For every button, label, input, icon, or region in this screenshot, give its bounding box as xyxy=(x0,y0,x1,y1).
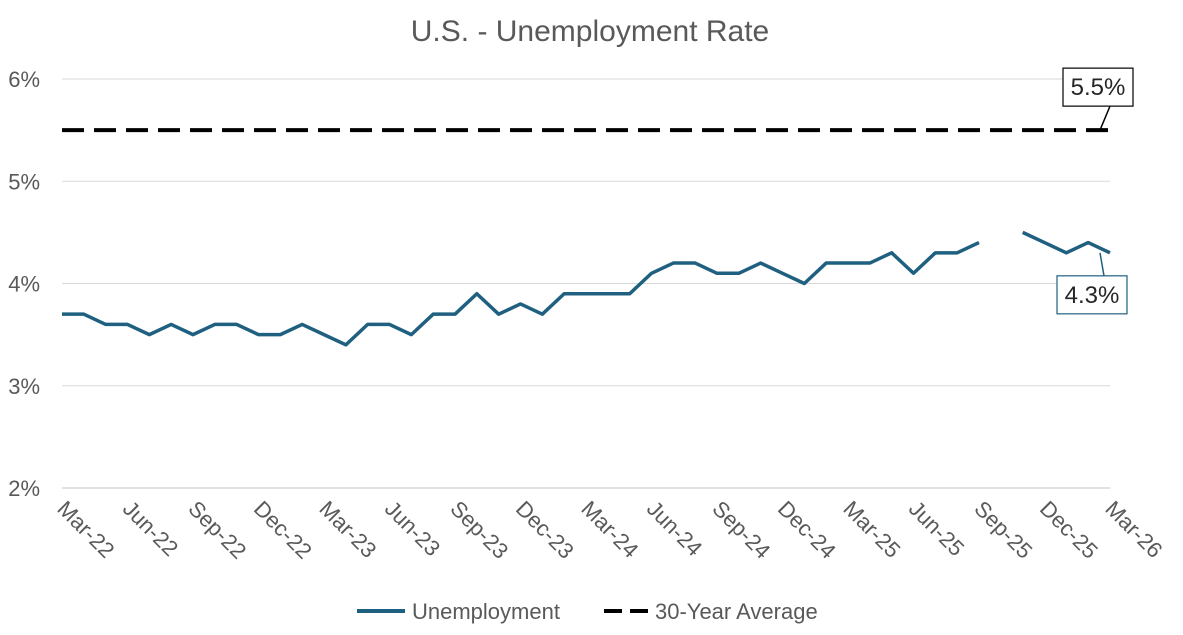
y-tick-label: 3% xyxy=(8,374,40,399)
series-lines xyxy=(62,128,1111,347)
x-tick-label: Dec-22 xyxy=(249,496,317,564)
series-line-unemployment xyxy=(62,230,1111,347)
x-tick-label: Dec-23 xyxy=(511,496,579,564)
data-callouts: 5.5% 4.3% xyxy=(1056,67,1134,315)
legend: Unemployment 30-Year Average xyxy=(357,599,818,624)
x-tick-label: Dec-24 xyxy=(773,496,841,564)
callout-leader-30-year-average xyxy=(1099,105,1111,131)
y-axis-ticks: 2% 3% 4% 5% 6% xyxy=(8,67,40,501)
callout-leader-unemployment xyxy=(1099,252,1105,276)
chart-title: U.S. - Unemployment Rate xyxy=(411,15,769,48)
x-tick-label: Sep-25 xyxy=(969,496,1037,564)
callout-box-30-year-average xyxy=(1062,67,1134,107)
x-tick-label: Jun-25 xyxy=(904,496,969,561)
x-tick-label: Sep-24 xyxy=(707,496,775,564)
y-tick-label: 4% xyxy=(8,272,40,297)
callout-label-unemployment: 4.3% xyxy=(1065,282,1120,309)
x-tick-label: Mar-25 xyxy=(838,496,905,563)
x-tick-label: Jun-22 xyxy=(118,496,183,561)
callout-label-30-year-average: 5.5% xyxy=(1071,74,1126,101)
x-tick-label: Sep-22 xyxy=(183,496,251,564)
x-tick-label: Mar-26 xyxy=(1100,496,1167,563)
callout-box-unemployment xyxy=(1056,275,1128,315)
x-tick-label: Jun-23 xyxy=(380,496,445,561)
x-tick-label: Mar-22 xyxy=(52,496,119,563)
gridlines xyxy=(62,78,1110,387)
y-tick-label: 6% xyxy=(8,67,40,92)
x-tick-label: Dec-25 xyxy=(1035,496,1103,564)
y-tick-label: 2% xyxy=(8,476,40,501)
legend-label-unemployment: Unemployment xyxy=(412,599,560,624)
x-tick-label: Jun-24 xyxy=(642,496,707,561)
x-tick-label: Mar-23 xyxy=(314,496,381,563)
x-tick-label: Sep-23 xyxy=(445,496,513,564)
legend-label-30-year-average: 30-Year Average xyxy=(655,599,818,624)
y-tick-label: 5% xyxy=(8,169,40,194)
x-tick-label: Mar-24 xyxy=(576,496,643,563)
